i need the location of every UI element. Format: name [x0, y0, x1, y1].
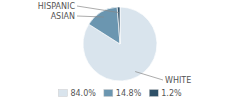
- pie-slice: [83, 7, 157, 81]
- legend-swatch: [58, 90, 67, 97]
- legend-label: 1.2%: [161, 89, 182, 98]
- legend-item: 14.8%: [104, 89, 142, 98]
- legend-swatch: [149, 90, 158, 97]
- legend-item: 1.2%: [149, 89, 182, 98]
- leader-line: [135, 72, 163, 80]
- legend-label: 14.8%: [116, 89, 142, 98]
- slice-labels: WHITE ASIANHISPANIC: [38, 2, 191, 85]
- pie-slice: [89, 7, 120, 44]
- slice-label: WHITE: [165, 76, 191, 85]
- legend-label: 84.0%: [70, 89, 96, 98]
- slice-label: HISPANIC: [38, 2, 76, 11]
- legend-item: 84.0%: [58, 89, 96, 98]
- leader-line: [77, 16, 104, 17]
- legend-swatch: [104, 90, 113, 97]
- leader-line: [77, 6, 119, 13]
- legend: 84.0% 14.8% 1.2%: [58, 89, 182, 98]
- chart: WHITE ASIANHISPANIC 84.0% 14.8% 1.2%: [0, 0, 240, 100]
- pie: [83, 7, 157, 81]
- slice-label: ASIAN: [51, 12, 75, 21]
